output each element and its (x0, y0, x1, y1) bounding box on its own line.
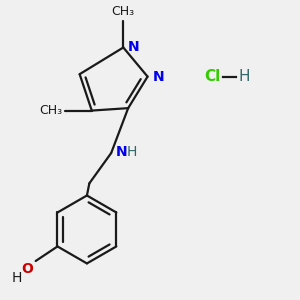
Text: CH₃: CH₃ (40, 104, 63, 117)
Text: H: H (238, 69, 250, 84)
Text: CH₃: CH₃ (112, 5, 135, 18)
Text: O: O (21, 262, 33, 276)
Text: H: H (12, 271, 22, 285)
Text: N: N (128, 40, 140, 55)
Text: N: N (116, 145, 128, 159)
Text: Cl: Cl (205, 69, 221, 84)
Text: H: H (127, 145, 137, 159)
Text: N: N (152, 70, 164, 84)
